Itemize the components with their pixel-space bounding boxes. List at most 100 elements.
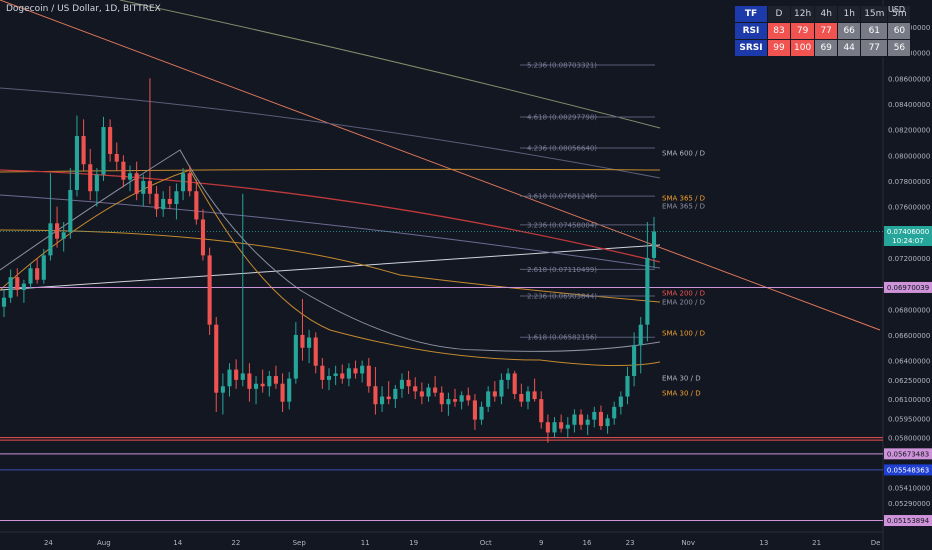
fib-level-label: 4.618 (0.08297798) xyxy=(527,114,597,122)
candle-body xyxy=(61,232,66,239)
candle-body xyxy=(492,391,497,397)
candle-body xyxy=(313,337,318,366)
ma-label: EMA 30 / D xyxy=(662,374,701,382)
candle-body xyxy=(333,373,338,377)
tf-header-d: D xyxy=(767,5,791,23)
y-tick-label: 0.05800000 xyxy=(888,435,930,443)
fib-level-label: 5.236 (0.08703321) xyxy=(527,62,597,70)
candle-body xyxy=(459,395,464,402)
candle-body xyxy=(452,399,458,402)
ma-label: EMA 200 / D xyxy=(662,299,705,307)
candle-body xyxy=(525,391,531,402)
candle-body xyxy=(28,268,33,284)
candle-body xyxy=(8,277,13,298)
price-tag-value: 0.05548363 xyxy=(887,466,929,474)
candle-body xyxy=(280,383,285,402)
x-tick-label: 11 xyxy=(361,539,370,547)
price-tag xyxy=(884,448,932,460)
candle-body xyxy=(346,368,351,379)
x-tick-label: Sep xyxy=(293,539,307,547)
ema-200-line xyxy=(0,194,661,269)
candle-body xyxy=(48,223,53,256)
candle-body xyxy=(300,334,305,348)
candle-body xyxy=(632,345,637,377)
candle-body xyxy=(426,387,431,397)
candle-body xyxy=(134,173,139,194)
candle-body xyxy=(293,334,298,379)
candle-body xyxy=(353,368,358,374)
tf-header-label: TF xyxy=(734,5,768,23)
tf-header-12h: 12h xyxy=(789,5,816,23)
candle-body xyxy=(227,369,232,387)
ma-label: SMA 365 / D xyxy=(662,195,705,203)
fib-level-label: 1.618 (0.06582156) xyxy=(527,334,597,342)
fib-level-label: 3.618 (0.07681246) xyxy=(527,193,597,201)
candle-body xyxy=(154,193,159,210)
candle-body xyxy=(88,164,93,192)
sma-600-line xyxy=(119,0,661,129)
ema-30-line xyxy=(0,149,661,352)
candle-body xyxy=(260,383,265,387)
ema-365-line xyxy=(0,87,661,179)
candle-body xyxy=(101,127,106,175)
srsi-value-d: 99 xyxy=(767,39,791,57)
candle-body xyxy=(578,414,584,425)
candle-body xyxy=(247,373,252,389)
y-tick-label: 0.07600000 xyxy=(888,204,930,212)
x-tick-label: Nov xyxy=(681,539,695,547)
y-tick-label: 0.08200000 xyxy=(888,127,930,135)
candle-body xyxy=(161,198,166,210)
candle-body xyxy=(307,337,312,348)
candle-body xyxy=(399,379,405,389)
timeframe-indicator-panel: TF D 12h 4h 1h 15m 5m RSI 83 79 77 66 61… xyxy=(734,5,912,57)
candle-body xyxy=(167,198,172,205)
srsi-value-4h: 69 xyxy=(814,39,839,57)
candle-body xyxy=(486,391,491,407)
candle-body xyxy=(340,373,345,379)
candle-body xyxy=(55,223,60,239)
candle-body xyxy=(15,277,20,291)
tf-header-15m: 15m xyxy=(860,5,889,23)
candle-body xyxy=(108,127,113,154)
candle-body xyxy=(220,386,225,393)
candle-body xyxy=(406,379,411,387)
srsi-label: SRSI xyxy=(734,39,768,57)
price-tag-countdown: 10:24:07 xyxy=(892,237,923,245)
srsi-value-1h: 44 xyxy=(837,39,862,57)
price-tag xyxy=(884,464,932,476)
candle-body xyxy=(234,369,239,380)
candle-body xyxy=(1,297,7,307)
x-tick-label: De xyxy=(871,539,881,547)
candle-body xyxy=(605,418,610,427)
candle-body xyxy=(147,180,152,194)
candle-body xyxy=(273,376,278,384)
rsi-value-1h: 66 xyxy=(837,22,862,40)
x-tick-label: 9 xyxy=(539,539,543,547)
candle-body xyxy=(638,324,643,346)
candle-body xyxy=(545,422,550,433)
rsi-value-5m: 60 xyxy=(887,22,912,40)
candle-body xyxy=(539,399,544,423)
currency-label: USD xyxy=(888,5,906,14)
candle-body xyxy=(585,419,590,425)
ma-label: EMA 365 / D xyxy=(662,202,705,210)
x-tick-label: 13 xyxy=(759,539,768,547)
candle-body xyxy=(512,373,517,394)
y-tick-label: 0.08600000 xyxy=(888,75,930,83)
rsi-value-d: 83 xyxy=(767,22,791,40)
candle-body xyxy=(565,424,570,429)
rsi-value-15m: 61 xyxy=(860,22,889,40)
candle-body xyxy=(94,174,99,192)
y-tick-label: 0.07200000 xyxy=(888,255,930,263)
srsi-value-12h: 100 xyxy=(789,39,816,57)
x-tick-label: 14 xyxy=(173,539,182,547)
price-tag-value: 0.05153894 xyxy=(887,517,930,525)
tf-header-row: TF D 12h 4h 1h 15m 5m xyxy=(734,5,912,23)
ma-label: SMA 600 / D xyxy=(662,150,705,158)
candle-body xyxy=(114,153,119,162)
rsi-value-12h: 79 xyxy=(789,22,816,40)
price-tag-value: 0.07406000 xyxy=(887,228,929,236)
candle-body xyxy=(519,393,524,402)
candle-body xyxy=(380,396,385,405)
